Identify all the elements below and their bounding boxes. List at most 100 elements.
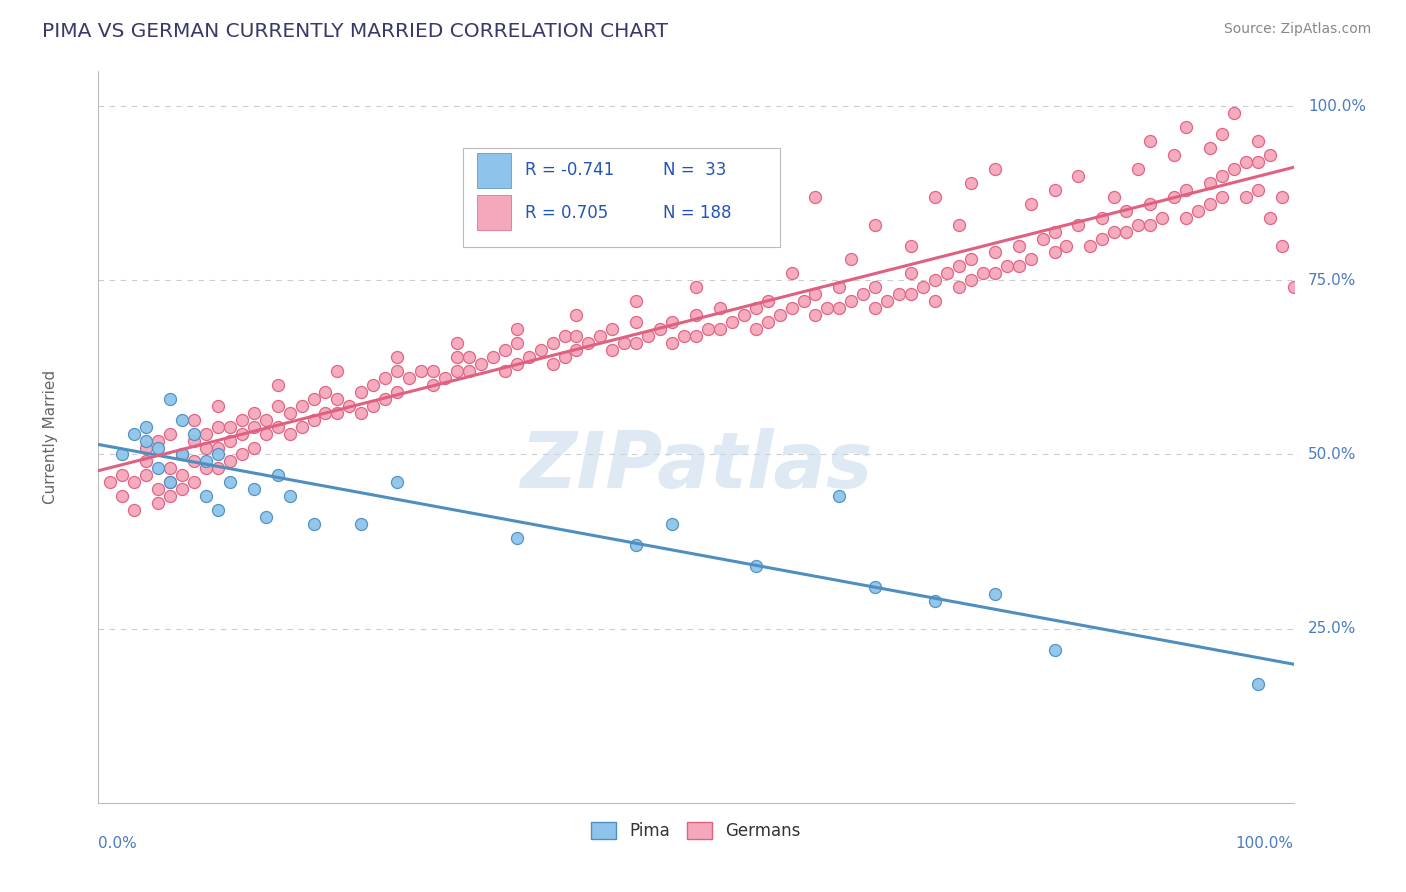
Point	[948, 218, 970, 232]
Point	[254, 412, 277, 426]
Point	[195, 489, 218, 503]
Point	[661, 315, 683, 329]
Point	[172, 448, 194, 462]
Point	[254, 510, 277, 524]
Point	[135, 441, 157, 455]
Point	[183, 412, 205, 426]
Point	[661, 336, 683, 351]
Point	[1175, 211, 1198, 225]
Point	[602, 322, 624, 336]
Point	[278, 489, 301, 503]
Point	[865, 301, 887, 316]
Point	[148, 441, 170, 455]
Point	[745, 322, 768, 336]
Text: R = -0.741: R = -0.741	[524, 161, 614, 179]
Point	[446, 364, 468, 378]
Point	[924, 294, 946, 309]
Point	[1139, 134, 1161, 148]
Point	[124, 475, 146, 490]
Point	[1247, 155, 1270, 169]
Point	[1115, 203, 1137, 218]
Point	[995, 260, 1018, 274]
Point	[135, 454, 157, 468]
Point	[756, 315, 779, 329]
Point	[876, 294, 898, 309]
Point	[589, 329, 612, 343]
Point	[852, 287, 875, 301]
Point	[219, 419, 242, 434]
Point	[637, 329, 659, 343]
Point	[1223, 161, 1246, 176]
Point	[350, 384, 373, 399]
Point	[1282, 280, 1305, 294]
Point	[661, 517, 683, 532]
Point	[207, 419, 229, 434]
Point	[422, 364, 444, 378]
Point	[494, 364, 516, 378]
Point	[363, 399, 385, 413]
Point	[900, 238, 922, 252]
Text: ZIPatlas: ZIPatlas	[520, 428, 872, 504]
Point	[506, 357, 529, 371]
Point	[207, 441, 229, 455]
Point	[1067, 169, 1090, 183]
Point	[1128, 161, 1150, 176]
Point	[768, 308, 790, 322]
Point	[385, 384, 409, 399]
Point	[1271, 190, 1294, 204]
Point	[1067, 218, 1090, 232]
Point	[1019, 196, 1042, 211]
Point	[924, 190, 946, 204]
Point	[207, 461, 229, 475]
Point	[219, 475, 242, 490]
Point	[422, 377, 444, 392]
Point	[291, 399, 314, 413]
Point	[315, 384, 337, 399]
Point	[517, 350, 540, 364]
Point	[195, 461, 218, 475]
Point	[828, 301, 851, 316]
Point	[697, 322, 720, 336]
Point	[326, 392, 349, 406]
Legend: Pima, Germans: Pima, Germans	[585, 815, 807, 847]
Point	[1271, 238, 1294, 252]
Point	[302, 412, 325, 426]
Point	[554, 329, 576, 343]
Point	[411, 364, 433, 378]
Point	[804, 287, 827, 301]
Point	[506, 322, 529, 336]
Point	[159, 475, 181, 490]
Point	[267, 399, 290, 413]
Point	[302, 517, 325, 532]
Point	[530, 343, 553, 357]
FancyBboxPatch shape	[477, 195, 510, 230]
Point	[1175, 120, 1198, 134]
Point	[685, 280, 707, 294]
Point	[565, 308, 588, 322]
Point	[219, 454, 242, 468]
Point	[924, 273, 946, 287]
Point	[828, 280, 851, 294]
Point	[219, 434, 242, 448]
Point	[1032, 231, 1054, 245]
Point	[385, 364, 409, 378]
Point	[207, 399, 229, 413]
Point	[172, 412, 194, 426]
Point	[254, 426, 277, 441]
Point	[159, 489, 181, 503]
Point	[948, 280, 970, 294]
Point	[1043, 225, 1066, 239]
Point	[172, 448, 194, 462]
Point	[865, 218, 887, 232]
Point	[626, 538, 648, 552]
Point	[841, 294, 863, 309]
Point	[374, 392, 396, 406]
Point	[793, 294, 815, 309]
Point	[578, 336, 600, 351]
Point	[506, 336, 529, 351]
Point	[1043, 245, 1066, 260]
Point	[278, 426, 301, 441]
Point	[326, 364, 349, 378]
Point	[458, 364, 481, 378]
Text: Source: ZipAtlas.com: Source: ZipAtlas.com	[1223, 22, 1371, 37]
